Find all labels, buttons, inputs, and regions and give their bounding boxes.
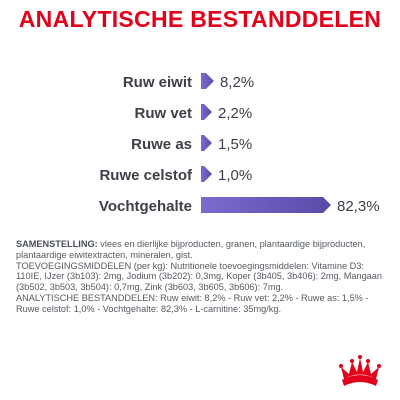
value-label: 1,0% — [218, 167, 252, 184]
bar — [201, 104, 212, 120]
royal-canin-crown-icon — [339, 355, 381, 386]
composition-ingredients: vlees en dierlijke bijproducten, granen,… — [16, 239, 366, 260]
bar-row: Ruwe as 1,5% — [131, 135, 252, 153]
composition-paragraph: SAMENSTELLING: vlees en dierlijke bijpro… — [16, 239, 384, 261]
value-label: 8,2% — [220, 74, 254, 91]
bar-row: Vochtgehalte 82,3% — [99, 197, 380, 215]
analytical-paragraph: ANALYTISCHE BESTANDDELEN: Ruw eiwit: 8,2… — [16, 292, 369, 314]
category-label: Ruw eiwit — [123, 74, 192, 91]
category-label: Ruwe celstof — [99, 167, 193, 184]
composition-label: SAMENSTELLING: — [16, 239, 98, 249]
category-label: Vochtgehalte — [99, 198, 192, 215]
bar-row: Ruw vet 2,2% — [134, 104, 252, 122]
bar — [201, 73, 214, 89]
chart-title: ANALYTISCHE BESTANDDELEN — [18, 6, 382, 32]
additives-paragraph: TOEVOEGINGSMIDDELEN (per kg): Nutritione… — [16, 260, 383, 293]
bar — [201, 166, 212, 182]
value-label: 2,2% — [218, 105, 252, 122]
composition-text: SAMENSTELLING: vlees en dierlijke bijpro… — [16, 239, 384, 315]
bar-row: Ruw eiwit 8,2% — [123, 73, 254, 91]
value-label: 82,3% — [337, 198, 380, 215]
bar-row: Ruwe celstof 1,0% — [99, 166, 252, 184]
category-label: Ruw vet — [134, 105, 192, 122]
bar — [201, 135, 212, 151]
value-label: 1,5% — [218, 136, 252, 153]
category-label: Ruwe as — [131, 136, 192, 153]
bar — [201, 197, 331, 213]
nutrient-bar-chart: Ruw eiwit 8,2%Ruw vet 2,2%Ruwe as 1,5%Ruwe … — [99, 73, 380, 215]
